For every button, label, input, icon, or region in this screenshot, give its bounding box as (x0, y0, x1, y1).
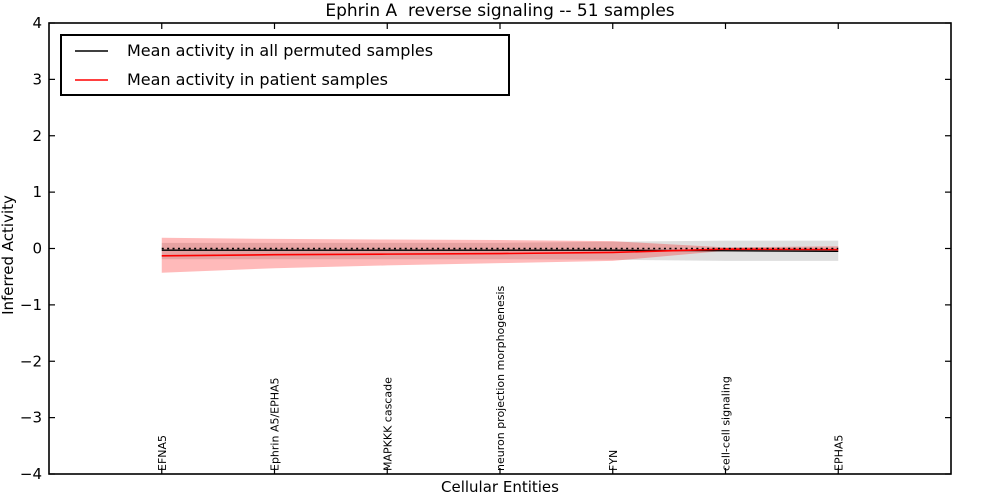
x-tick-label: EPHA5 (832, 435, 845, 471)
legend-label-permuted: Mean activity in all permuted samples (127, 41, 434, 60)
x-tick-label: FYN (607, 450, 620, 471)
x-tick-label: cell-cell signaling (720, 376, 733, 471)
x-tick-label: neuron projection morphogenesis (494, 285, 507, 471)
y-tick-label: −4 (20, 465, 42, 483)
patient-samples-band (161, 237, 839, 273)
x-tick-label: EFNA5 (156, 435, 169, 471)
y-axis-label: Inferred Activity (0, 195, 17, 315)
x-tick-label: Ephrin A5/EPHA5 (269, 377, 282, 471)
x-tick-label: MAPKKK cascade (381, 377, 394, 471)
legend-item-permuted: Mean activity in all permuted samples (62, 36, 508, 65)
y-tick-label: −3 (20, 409, 42, 427)
legend-item-patient: Mean activity in patient samples (62, 65, 508, 94)
permuted-mean-line (161, 249, 839, 252)
y-tick-label: 0 (32, 240, 42, 258)
y-tick-label: −2 (20, 352, 42, 370)
permuted-line-sample-icon (75, 49, 108, 52)
patient-mean-line (161, 248, 839, 257)
legend: Mean activity in all permuted samples Me… (60, 34, 510, 96)
y-tick-label: 1 (32, 183, 42, 201)
chart-title: Ephrin A reverse signaling -- 51 samples (325, 1, 675, 21)
y-tick-label: −1 (20, 296, 42, 314)
y-tick-label: 2 (32, 127, 42, 145)
patient-line-sample-icon (75, 78, 108, 81)
legend-label-patient: Mean activity in patient samples (127, 70, 388, 89)
x-axis-label: Cellular Entities (441, 478, 559, 496)
y-tick-label: 4 (32, 14, 42, 32)
y-tick-label: 3 (32, 70, 42, 88)
